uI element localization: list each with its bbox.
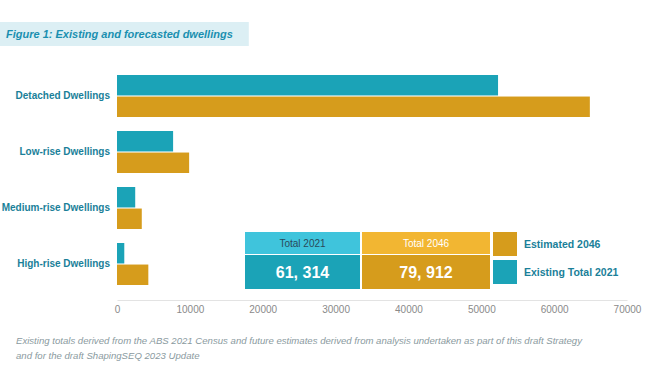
x-tick-label: 70000	[614, 304, 642, 315]
title-group: Figure 1: Existing and forecasted dwelli…	[0, 22, 249, 46]
x-tick: 40000	[395, 300, 423, 315]
legend: Estimated 2046 Existing Total 2021	[493, 232, 618, 284]
chart: Figure 1: Existing and forecasted dwelli…	[0, 0, 650, 366]
totals: Total 2021 61, 314 Total 2046 79, 912	[245, 232, 490, 289]
total-header-box	[362, 232, 490, 254]
x-tick-label: 40000	[395, 304, 423, 315]
title-background	[0, 22, 249, 46]
x-tick-label: 50000	[468, 304, 496, 315]
total-header-box	[245, 232, 360, 254]
category-label: Detached Dwellings	[16, 90, 111, 101]
category-label: Medium-rise Dwellings	[2, 202, 111, 213]
total-value-box	[245, 255, 360, 289]
total-value: 61, 314	[276, 264, 329, 281]
total-value-box	[362, 255, 490, 289]
x-tick: 0	[115, 300, 121, 315]
x-tick-label: 60000	[541, 304, 569, 315]
bar	[117, 131, 173, 151]
total-label: Total 2046	[403, 238, 450, 249]
x-tick: 50000	[468, 300, 496, 315]
x-tick: 10000	[176, 300, 204, 315]
x-tick-label: 10000	[176, 304, 204, 315]
bar	[117, 265, 148, 285]
bar	[117, 97, 590, 117]
y-axis-line	[117, 69, 118, 293]
bar	[117, 209, 142, 229]
x-axis-line	[118, 300, 628, 301]
title: Figure 1: Existing and forecasted dwelli…	[6, 28, 233, 40]
bar	[117, 243, 124, 263]
x-tick: 70000	[614, 300, 642, 315]
y-tick: Low-rise Dwellings	[19, 146, 117, 157]
legend-swatch	[493, 232, 517, 256]
legend-swatch	[493, 260, 517, 284]
bar	[117, 153, 189, 173]
footnote: Existing totals derived from the ABS 202…	[16, 335, 583, 361]
x-axis: 0 10000 20000 30000 40000 50000 60000 70000	[115, 300, 642, 315]
x-tick-label: 20000	[249, 304, 277, 315]
x-tick-label: 30000	[322, 304, 350, 315]
y-tick: Detached Dwellings	[16, 90, 117, 101]
x-tick: 20000	[249, 300, 277, 315]
bars	[117, 75, 590, 285]
y-axis: Detached Dwellings Low-rise Dwellings Medi…	[2, 69, 118, 293]
total-label: Total 2021	[279, 238, 326, 249]
y-tick: Medium-rise Dwellings	[2, 202, 117, 213]
x-tick: 60000	[541, 300, 569, 315]
bar	[117, 75, 498, 95]
total-value: 79, 912	[399, 264, 452, 281]
footnote-line: and for the draft ShapingSEQ 2023 Update	[16, 350, 199, 361]
x-tick-label: 0	[115, 304, 121, 315]
legend-label: Estimated 2046	[524, 238, 601, 250]
y-tick: High-rise Dwellings	[17, 258, 117, 269]
footnote-line: Existing totals derived from the ABS 202…	[16, 335, 583, 346]
bar	[117, 187, 135, 207]
category-label: Low-rise Dwellings	[19, 146, 110, 157]
category-label: High-rise Dwellings	[17, 258, 110, 269]
legend-label: Existing Total 2021	[524, 266, 618, 278]
x-tick: 30000	[322, 300, 350, 315]
